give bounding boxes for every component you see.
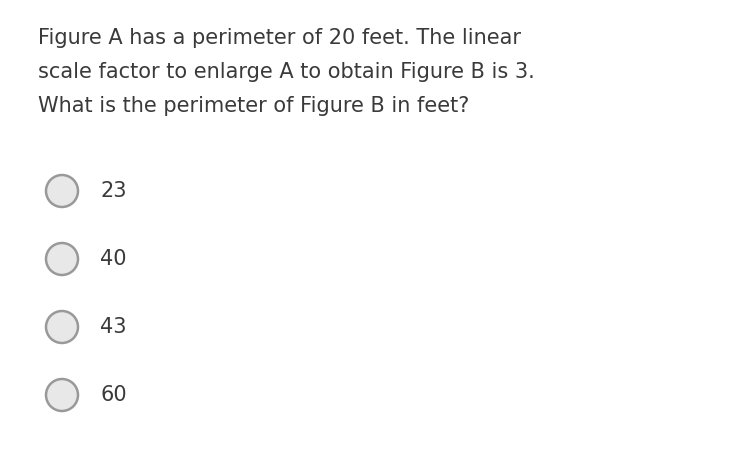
Text: 43: 43: [100, 317, 127, 337]
Circle shape: [46, 311, 78, 343]
Circle shape: [46, 175, 78, 207]
Text: What is the perimeter of Figure B in feet?: What is the perimeter of Figure B in fee…: [38, 96, 469, 116]
Circle shape: [46, 379, 78, 411]
Text: 23: 23: [100, 181, 127, 201]
Text: 60: 60: [100, 385, 127, 405]
Text: Figure A has a perimeter of 20 feet. The linear: Figure A has a perimeter of 20 feet. The…: [38, 28, 521, 48]
Text: scale factor to enlarge A to obtain Figure B is 3.: scale factor to enlarge A to obtain Figu…: [38, 62, 535, 82]
Circle shape: [46, 243, 78, 275]
Text: 40: 40: [100, 249, 127, 269]
